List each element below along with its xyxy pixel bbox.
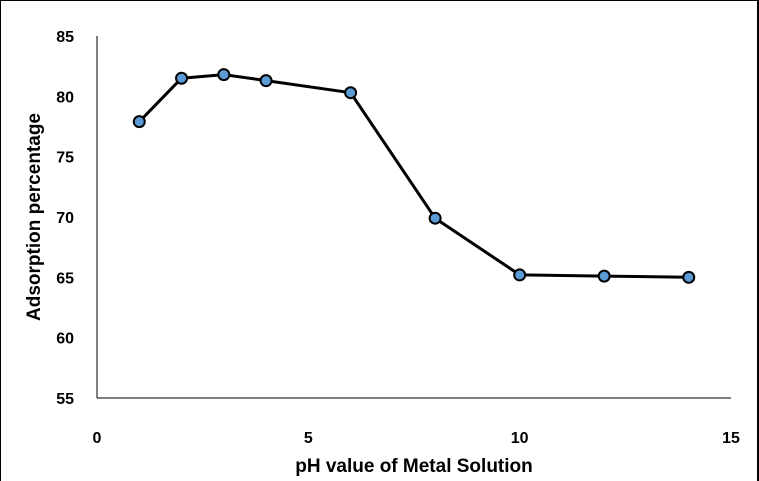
data-point [682, 270, 696, 284]
y-tick-label: 70 [56, 210, 74, 227]
y-tick-label: 60 [56, 331, 74, 348]
data-point [597, 269, 611, 283]
axes [96, 36, 731, 399]
x-axis-ticks: 0 5 10 15 [93, 430, 740, 447]
x-tick-label: 15 [722, 430, 740, 447]
data-series [132, 68, 696, 284]
data-point [344, 86, 358, 100]
x-tick-label: 10 [511, 430, 529, 447]
x-tick-label: 0 [93, 430, 102, 447]
y-axis-ticks: 55 60 65 70 75 80 85 [56, 29, 74, 408]
y-axis-title: Adsorption percentage [24, 113, 45, 321]
series-line [138, 73, 689, 279]
y-tick-label: 80 [56, 89, 74, 106]
x-tick-label: 5 [304, 430, 313, 447]
y-tick-label: 75 [56, 150, 74, 167]
y-tick-label: 55 [56, 391, 74, 408]
data-point [259, 74, 273, 88]
x-axis-title: pH value of Metal Solution [295, 456, 533, 477]
y-tick-label: 65 [56, 270, 74, 287]
data-point [175, 71, 189, 85]
data-point [132, 115, 146, 129]
data-point [513, 268, 527, 282]
data-point [428, 211, 442, 225]
data-point [217, 68, 231, 82]
y-tick-label: 85 [56, 29, 74, 46]
